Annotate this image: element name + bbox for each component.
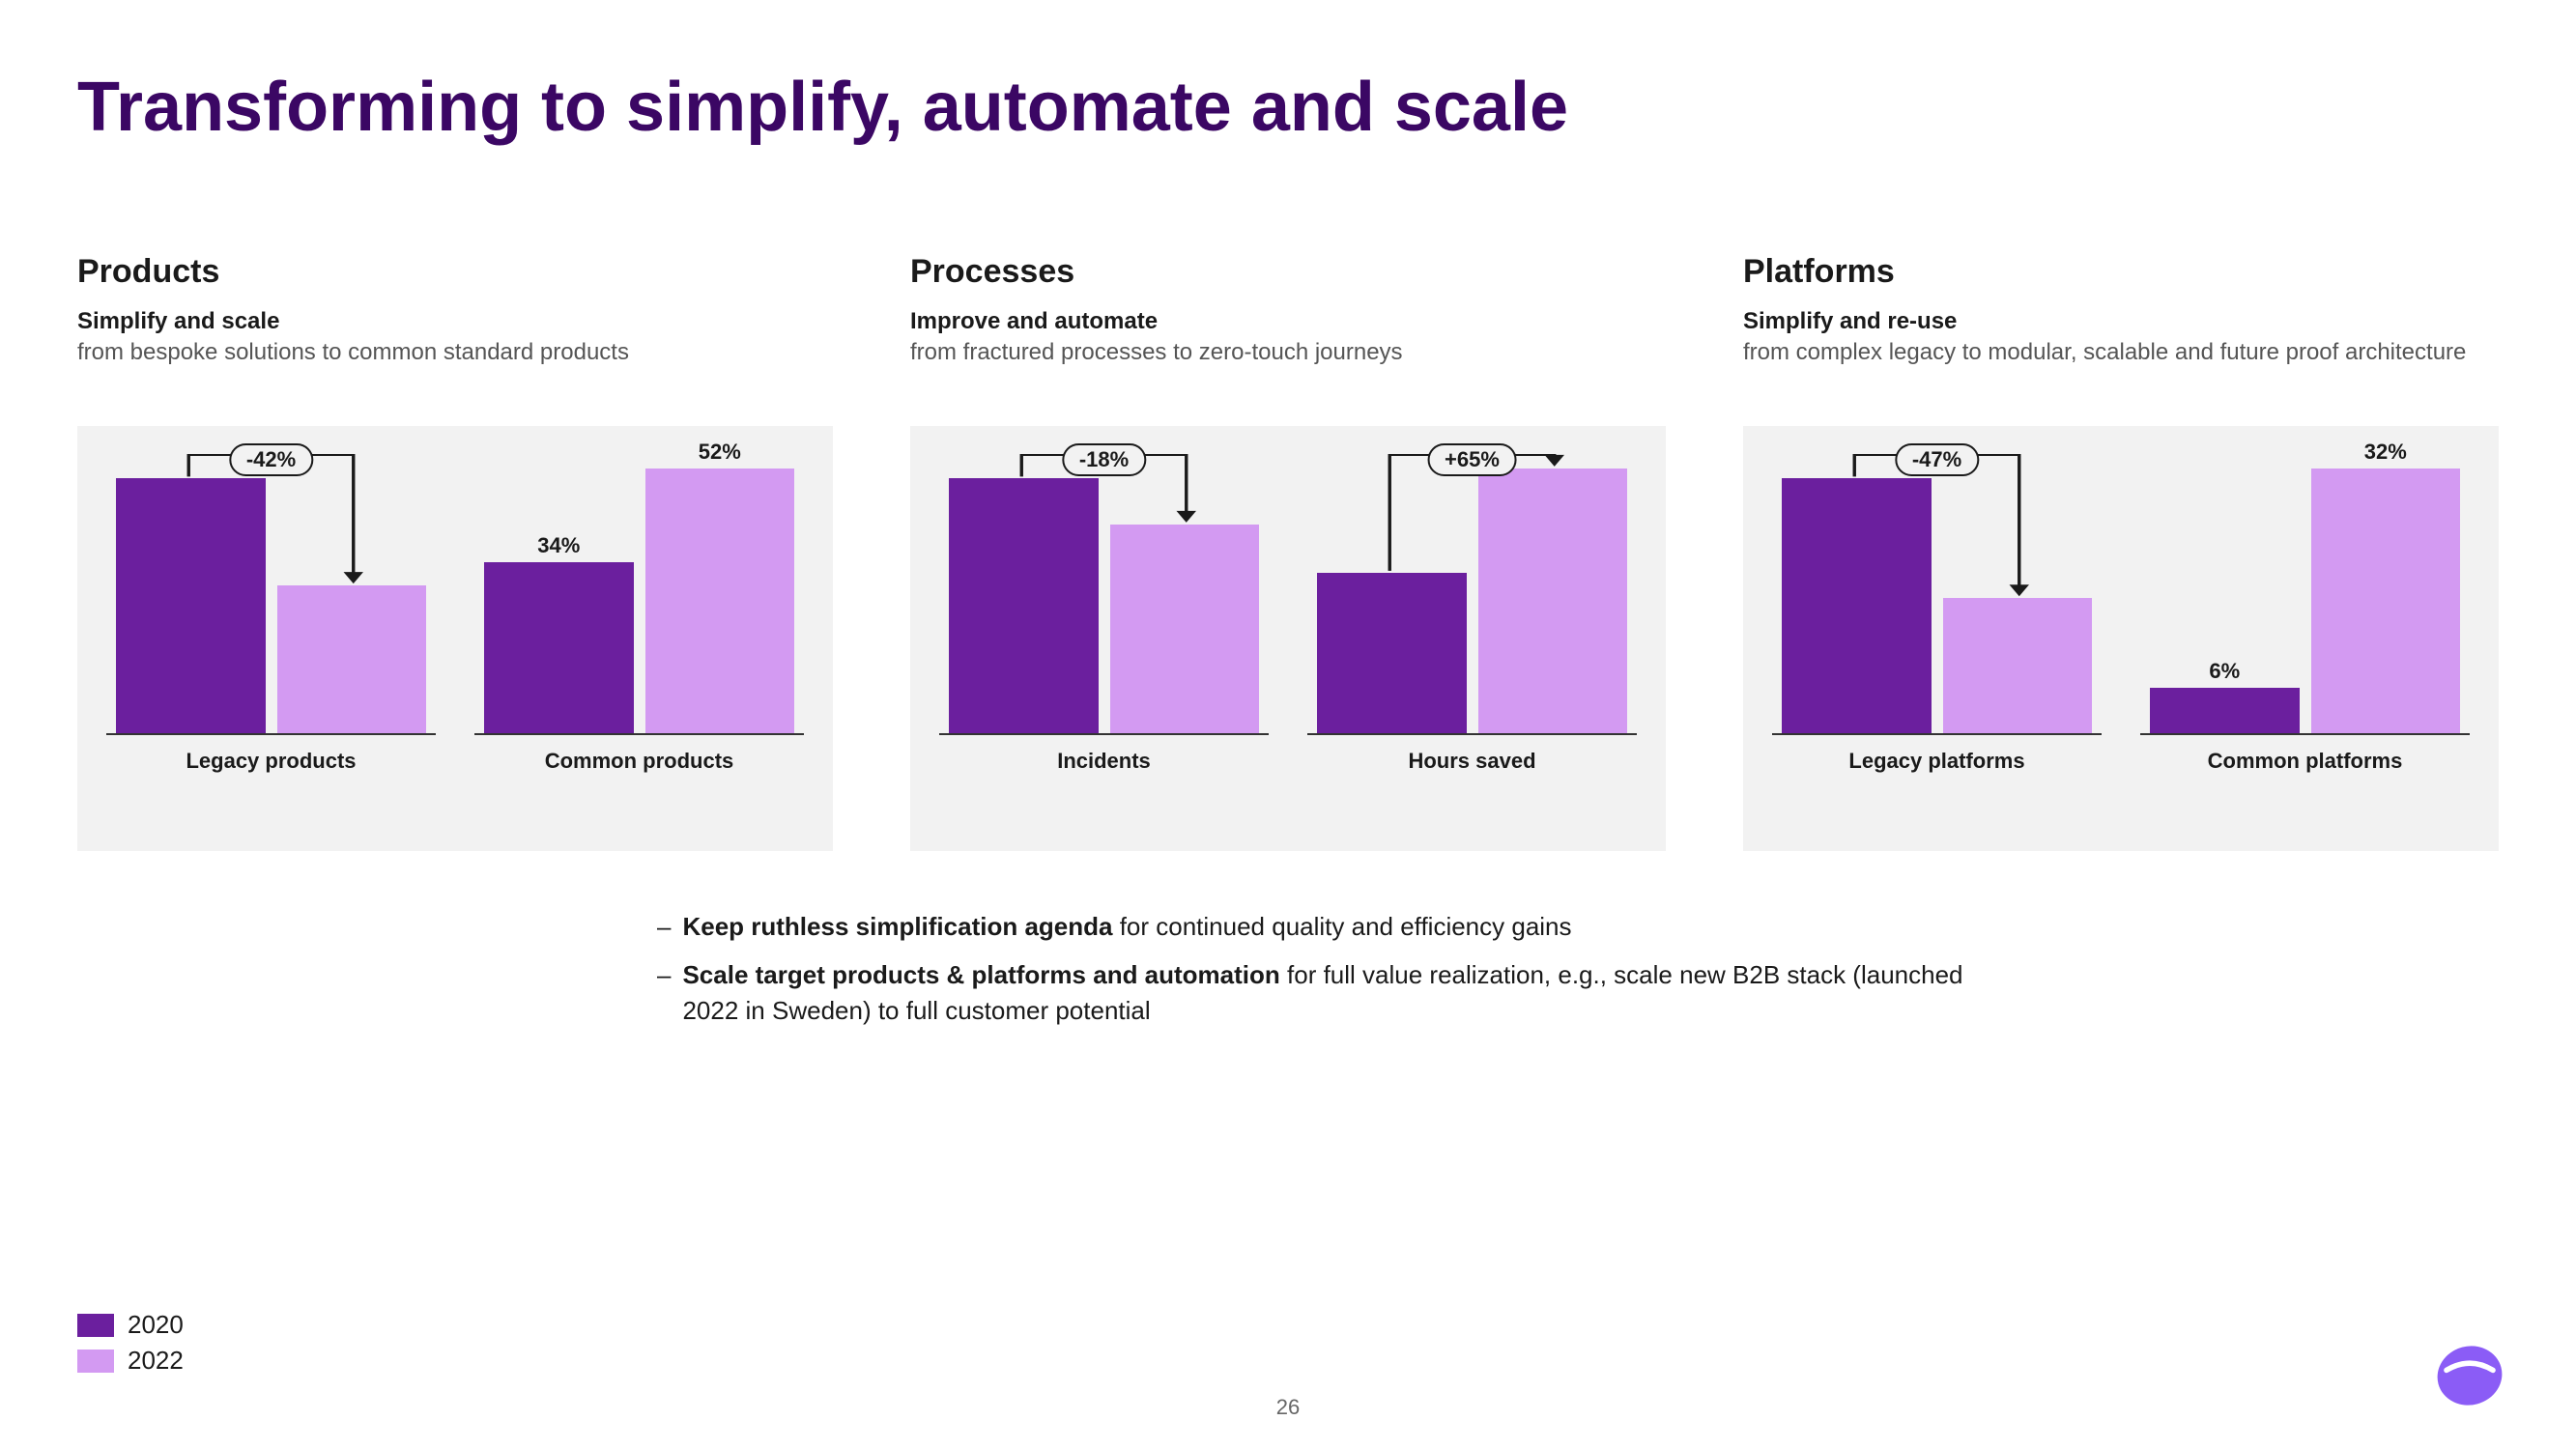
delta-pill: -47%	[1895, 443, 1979, 476]
bar	[116, 478, 266, 733]
group-label: Common platforms	[2140, 749, 2470, 774]
bars-container: -42%	[106, 455, 436, 735]
page-title: Transforming to simplify, automate and s…	[77, 68, 2499, 147]
bar-value-label: 34%	[484, 533, 634, 558]
bars-container: -47%	[1772, 455, 2102, 735]
panel-title: Products	[77, 253, 833, 291]
group-label: Legacy products	[106, 749, 436, 774]
bullet-dash-icon: –	[657, 957, 671, 1028]
bar	[1110, 525, 1260, 733]
delta-callout: +65%	[1427, 443, 1517, 476]
chart-area: -42%Legacy products34%52%Common products	[106, 455, 804, 774]
legend: 2020 2022	[77, 1310, 184, 1381]
panels-container: Products Simplify and scale from bespoke s…	[77, 253, 2499, 851]
panel: Processes Improve and automate from fractu…	[910, 253, 1666, 851]
page-number: 26	[1276, 1395, 1300, 1420]
delta-callout: -18%	[1062, 443, 1146, 476]
bar	[1943, 598, 2093, 733]
bullet-text: Scale target products & platforms and au…	[682, 957, 2010, 1028]
bar-group: -18% Incidents	[939, 455, 1269, 774]
legend-item: 2022	[77, 1346, 184, 1376]
bar: 6%	[2150, 688, 2300, 733]
chart-area: -47%Legacy platforms6%32%Common platform…	[1772, 455, 2470, 774]
bar-group: -42% Legacy products	[106, 455, 436, 774]
bar-group: 6%32%Common platforms	[2140, 455, 2470, 774]
chart-box: -42%Legacy products34%52%Common products	[77, 426, 833, 851]
chart-box: -18% Incidents +65% Hours saved	[910, 426, 1666, 851]
bullet-item: –Scale target products & platforms and a…	[657, 957, 2010, 1028]
legend-label: 2022	[128, 1346, 184, 1376]
delta-pill: -18%	[1062, 443, 1146, 476]
bar-group: +65% Hours saved	[1307, 455, 1637, 774]
bar-group: 34%52%Common products	[474, 455, 804, 774]
delta-pill: +65%	[1427, 443, 1517, 476]
bar-value-label: 32%	[2311, 440, 2461, 465]
panel-title: Processes	[910, 253, 1666, 291]
bar: 52%	[645, 469, 795, 733]
panel-subtitle-bold: Simplify and re-use	[1743, 308, 2499, 335]
bar	[1478, 469, 1628, 733]
legend-swatch-icon	[77, 1350, 114, 1373]
chart-box: -47%Legacy platforms6%32%Common platform…	[1743, 426, 2499, 851]
panel: Platforms Simplify and re-use from complex…	[1743, 253, 2499, 851]
group-label: Incidents	[939, 749, 1269, 774]
delta-pill: -42%	[229, 443, 313, 476]
bars-container: +65%	[1307, 455, 1637, 735]
bullet-dash-icon: –	[657, 909, 671, 944]
brand-logo-icon	[2431, 1333, 2508, 1410]
group-label: Hours saved	[1307, 749, 1637, 774]
delta-callout: -42%	[229, 443, 313, 476]
bar	[1317, 573, 1467, 733]
bar-value-label: 6%	[2150, 659, 2300, 684]
bullet-item: –Keep ruthless simplification agenda for…	[657, 909, 2010, 944]
panel-subtitle-light: from complex legacy to modular, scalable…	[1743, 339, 2499, 397]
bullet-text: Keep ruthless simplification agenda for …	[682, 909, 1571, 944]
bar-group: -47% Legacy platforms	[1772, 455, 2102, 774]
bars-container: 34%52%	[474, 455, 804, 735]
bar: 32%	[2311, 469, 2461, 733]
delta-callout: -47%	[1895, 443, 1979, 476]
legend-label: 2020	[128, 1310, 184, 1340]
group-label: Legacy platforms	[1772, 749, 2102, 774]
bar-value-label: 52%	[645, 440, 795, 465]
panel-subtitle-bold: Improve and automate	[910, 308, 1666, 335]
group-label: Common products	[474, 749, 804, 774]
panel: Products Simplify and scale from bespoke s…	[77, 253, 833, 851]
panel-title: Platforms	[1743, 253, 2499, 291]
bars-container: -18%	[939, 455, 1269, 735]
panel-subtitle-bold: Simplify and scale	[77, 308, 833, 335]
panel-subtitle-light: from fractured processes to zero-touch j…	[910, 339, 1666, 397]
bar	[949, 478, 1099, 733]
bars-container: 6%32%	[2140, 455, 2470, 735]
legend-item: 2020	[77, 1310, 184, 1340]
bar	[1782, 478, 1932, 733]
bar	[277, 585, 427, 733]
chart-area: -18% Incidents +65% Hours saved	[939, 455, 1637, 774]
bar: 34%	[484, 562, 634, 733]
panel-subtitle-light: from bespoke solutions to common standar…	[77, 339, 833, 397]
legend-swatch-icon	[77, 1314, 114, 1337]
bullet-list: –Keep ruthless simplification agenda for…	[657, 909, 2010, 1028]
